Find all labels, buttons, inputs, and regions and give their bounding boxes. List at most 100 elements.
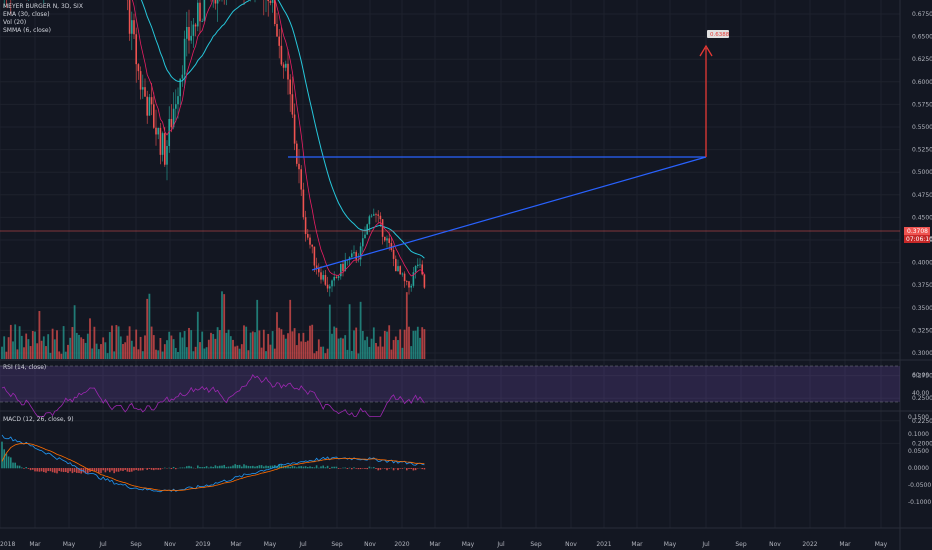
- price-axis[interactable]: 0.6750 0.6500 0.6250 0.6000 0.5750 0.5500 0.52…: [904, 11, 932, 506]
- volume-bar: [97, 349, 100, 359]
- volume-bar: [350, 350, 353, 359]
- candle-body: [414, 265, 417, 273]
- macd-histogram-bar: [278, 464, 280, 469]
- time-axis-label: Sep: [735, 541, 747, 548]
- volume-bar: [240, 344, 243, 359]
- candle-body: [188, 26, 190, 41]
- price-axis-label: 0.2250: [912, 418, 932, 425]
- volume-bar: [183, 331, 186, 359]
- smma-legend[interactable]: SMMA (6, close): [3, 27, 51, 34]
- macd-histogram-bar: [256, 465, 258, 469]
- macd-histogram-bar: [348, 467, 351, 469]
- price-axis-label: 0.2000: [912, 440, 932, 447]
- price-axis-label: 0.6250: [912, 56, 932, 63]
- candle-body: [302, 189, 305, 218]
- macd-histogram-bar: [210, 466, 212, 469]
- candle-body: [397, 266, 399, 272]
- macd-histogram-bar: [65, 468, 67, 473]
- volume-bar: [78, 334, 80, 359]
- macd-histogram-bar: [300, 466, 302, 469]
- macd-histogram-bar: [326, 465, 329, 469]
- rsi-legend[interactable]: RSI (14, close): [3, 364, 47, 371]
- volume-bar: [102, 337, 105, 359]
- volume-bar: [58, 351, 61, 359]
- macd-histogram-bar: [137, 468, 140, 471]
- price-axis-label: 0.5750: [912, 101, 932, 108]
- macd-histogram-bar: [113, 468, 115, 474]
- candle-body: [340, 263, 342, 277]
- candle-body: [417, 264, 419, 266]
- volume-bar: [25, 333, 28, 359]
- macd-histogram-bar: [258, 465, 261, 469]
- volume-bar: [190, 330, 193, 359]
- candle-body: [342, 263, 344, 271]
- volume-bar: [423, 329, 426, 359]
- candle-body: [379, 215, 382, 220]
- ema-legend[interactable]: EMA (30, close): [3, 11, 50, 18]
- time-axis[interactable]: 2018 Mar May Jul Sep Nov 2019 Mar May Jul Sep Nov 20…: [0, 541, 888, 548]
- macd-histogram-bar: [298, 466, 300, 469]
- volume-bar: [111, 325, 113, 359]
- macd-histogram-bar: [93, 468, 96, 471]
- volume-bar: [122, 343, 124, 359]
- drawings[interactable]: 0.6388: [0, 30, 900, 271]
- macd-histogram-bar: [142, 468, 144, 471]
- macd-histogram-bar: [192, 467, 195, 469]
- macd-histogram-bar: [243, 464, 245, 469]
- candle-body: [197, 2, 199, 27]
- macd-histogram-bar: [370, 467, 373, 469]
- volume-bar: [370, 338, 373, 359]
- macd-histogram-bar: [335, 466, 338, 469]
- macd-histogram-bar: [16, 465, 19, 469]
- volume-bar: [337, 338, 340, 359]
- macd-histogram-bar: [324, 467, 327, 469]
- volume-bar: [254, 332, 256, 359]
- macd-histogram-bar: [109, 468, 111, 473]
- vol-legend[interactable]: Vol (20): [3, 19, 27, 26]
- volume-bar: [225, 332, 228, 359]
- macd-histogram-bar: [403, 467, 406, 469]
- time-axis-label: May: [875, 541, 888, 548]
- macd-histogram-bar: [32, 468, 34, 470]
- volume-bar: [386, 331, 388, 359]
- macd-histogram-bar: [245, 465, 247, 469]
- macd-histogram-bar: [34, 468, 36, 472]
- macd-histogram-bar: [359, 468, 362, 470]
- macd-histogram-bar: [399, 468, 401, 469]
- volume-bar: [104, 342, 107, 359]
- macd-histogram-bar: [315, 465, 318, 469]
- macd-histogram-bar: [216, 466, 219, 469]
- volume-bar: [82, 338, 85, 359]
- volume-bar: [148, 293, 151, 359]
- candle-body: [172, 108, 175, 128]
- macd-histogram-bar: [98, 468, 100, 474]
- candle-body: [337, 276, 340, 278]
- volume-bar: [377, 346, 380, 359]
- macd-histogram-bar: [49, 468, 52, 472]
- volume-bar: [80, 337, 83, 359]
- time-axis-label: 2021: [596, 541, 611, 548]
- macd-histogram-bar: [45, 468, 47, 473]
- volume-bar: [216, 327, 219, 359]
- volume-bar: [91, 348, 94, 359]
- volume-bar: [221, 291, 223, 359]
- volume-bar: [188, 327, 190, 359]
- candle-body: [333, 276, 335, 281]
- macd-histogram-bar: [71, 468, 74, 474]
- macd-histogram-bar: [186, 466, 188, 469]
- volume-bar: [368, 346, 371, 359]
- macd-histogram-bar: [392, 468, 395, 471]
- macd-histogram-bar: [373, 467, 375, 469]
- macd-histogram-bar: [271, 465, 274, 469]
- macd-legend[interactable]: MACD (12, 26, close, 9): [3, 416, 74, 423]
- price-axis-label: 0.3750: [912, 282, 932, 289]
- candle-body: [157, 127, 159, 135]
- volume-bar: [199, 342, 201, 359]
- candle-body: [203, 0, 206, 22]
- price-axis-label: 0.5500: [912, 124, 932, 131]
- volume-bar: [133, 346, 135, 359]
- macd-histogram-bar: [386, 468, 388, 471]
- volume-bar: [405, 292, 408, 359]
- volume-bar: [388, 325, 391, 359]
